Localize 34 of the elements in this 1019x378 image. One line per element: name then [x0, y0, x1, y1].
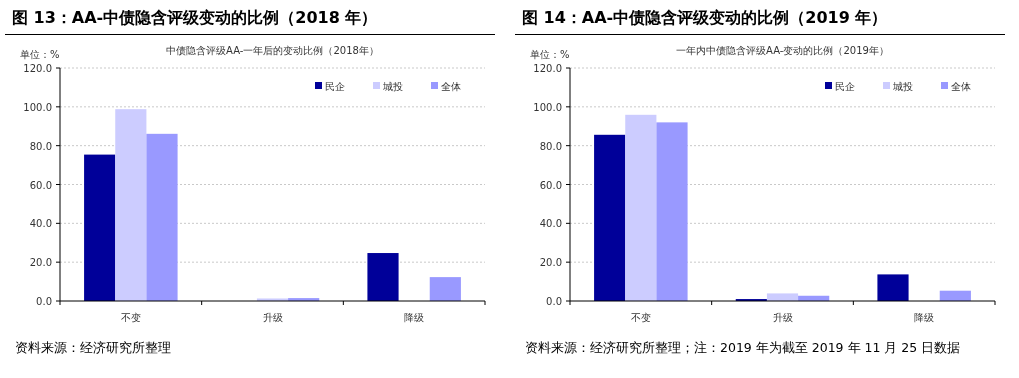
y-tick-label: 60.0	[539, 179, 562, 191]
x-tick-label: 不变	[630, 312, 651, 323]
legend-label: 城投	[382, 81, 403, 92]
y-tick-label: 60.0	[29, 179, 52, 191]
x-tick-label: 降级	[404, 312, 425, 323]
x-tick-label: 升级	[262, 312, 283, 323]
legend-label: 城投	[892, 81, 913, 92]
x-tick-label: 不变	[120, 312, 141, 323]
legend-label: 民企	[835, 81, 855, 92]
legend-label: 民企	[325, 81, 345, 92]
y-tick-label: 80.0	[539, 140, 562, 152]
chart-title: 图 14：AA-中债隐含评级变动的比例（2019 年）	[522, 8, 888, 29]
y-tick-label: 40.0	[539, 218, 562, 230]
y-axis-title: 单位：%	[20, 49, 60, 60]
y-tick-label: 120.0	[23, 63, 52, 74]
chart-title: 图 13：AA-中债隐含评级变动的比例（2018 年）	[12, 8, 378, 29]
y-tick-label: 0.0	[36, 296, 52, 307]
legend-label: 全体	[951, 81, 971, 92]
legend-label: 全体	[441, 81, 461, 92]
y-tick-label: 100.0	[533, 101, 562, 113]
y-tick-label: 40.0	[29, 218, 52, 230]
y-tick-label: 100.0	[23, 101, 52, 113]
y-tick-label: 20.0	[29, 257, 52, 269]
text: 资料来源：经济研究所整理；注：2019 年为截至 2019 年 11 月 25 日数据	[525, 340, 962, 356]
chart-subtitle: 中债隐含评级AA-一年后的变动比例（2018年）	[166, 45, 379, 56]
y-tick-label: 80.0	[29, 140, 52, 152]
y-axis-title: 单位：%	[530, 49, 570, 60]
chart-subtitle: 一年内中债隐含评级AA-变动的比例（2019年）	[676, 45, 889, 56]
y-tick-label: 20.0	[539, 257, 562, 269]
y-tick-label: 120.0	[533, 63, 562, 74]
y-tick-label: 0.0	[546, 296, 562, 307]
text: 资料来源：经济研究所整理	[15, 340, 172, 356]
x-tick-label: 升级	[772, 312, 793, 323]
x-tick-label: 降级	[914, 312, 935, 323]
